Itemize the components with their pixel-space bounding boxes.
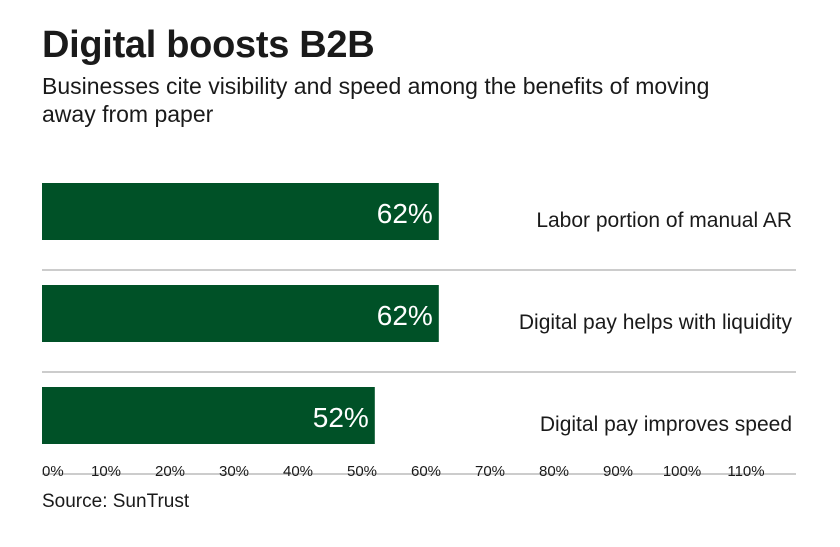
x-tick-label-10: 100% (663, 463, 701, 480)
bar-value-label-2: 52% (313, 402, 369, 433)
x-tick-label-9: 90% (603, 463, 633, 480)
x-tick-label-3: 30% (219, 463, 249, 480)
bars-group: 62% Labor portion of manual AR 62% Digital … (42, 183, 796, 475)
category-label-1: Digital pay helps with liquidity (519, 311, 793, 334)
chart-subtitle: Businesses cite visibility and speed amo… (42, 73, 710, 127)
category-label-0: Labor portion of manual AR (536, 209, 792, 232)
source-note: Source: SunTrust (42, 491, 190, 512)
bar-1 (42, 285, 439, 342)
x-tick-label-1: 10% (91, 463, 121, 480)
x-axis: 0% 10% 20% 30% 40% 50% 60% 70% 80% 90% 100% 110% (42, 463, 765, 480)
x-tick-label-11: 110% (727, 463, 764, 480)
x-tick-label-2: 20% (155, 463, 185, 480)
x-tick-label-8: 80% (539, 463, 569, 480)
category-label-2: Digital pay improves speed (540, 413, 792, 436)
bar-0 (42, 183, 439, 240)
chart-title: Digital boosts B2B (42, 24, 375, 66)
x-tick-label-5: 50% (347, 463, 377, 480)
bar-value-label-0: 62% (377, 198, 433, 229)
x-tick-label-4: 40% (283, 463, 313, 480)
x-tick-label-6: 60% (411, 463, 441, 480)
bar-value-label-1: 62% (377, 300, 433, 331)
bar-2 (42, 387, 375, 444)
x-tick-label-7: 70% (475, 463, 505, 480)
x-tick-label-0: 0% (42, 463, 64, 480)
